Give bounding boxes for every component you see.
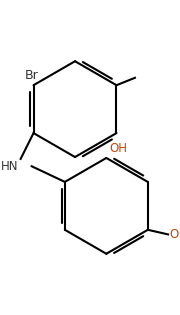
Text: Br: Br	[25, 69, 39, 83]
Text: O: O	[169, 228, 178, 241]
Text: HN: HN	[1, 160, 19, 173]
Text: OH: OH	[109, 142, 127, 155]
